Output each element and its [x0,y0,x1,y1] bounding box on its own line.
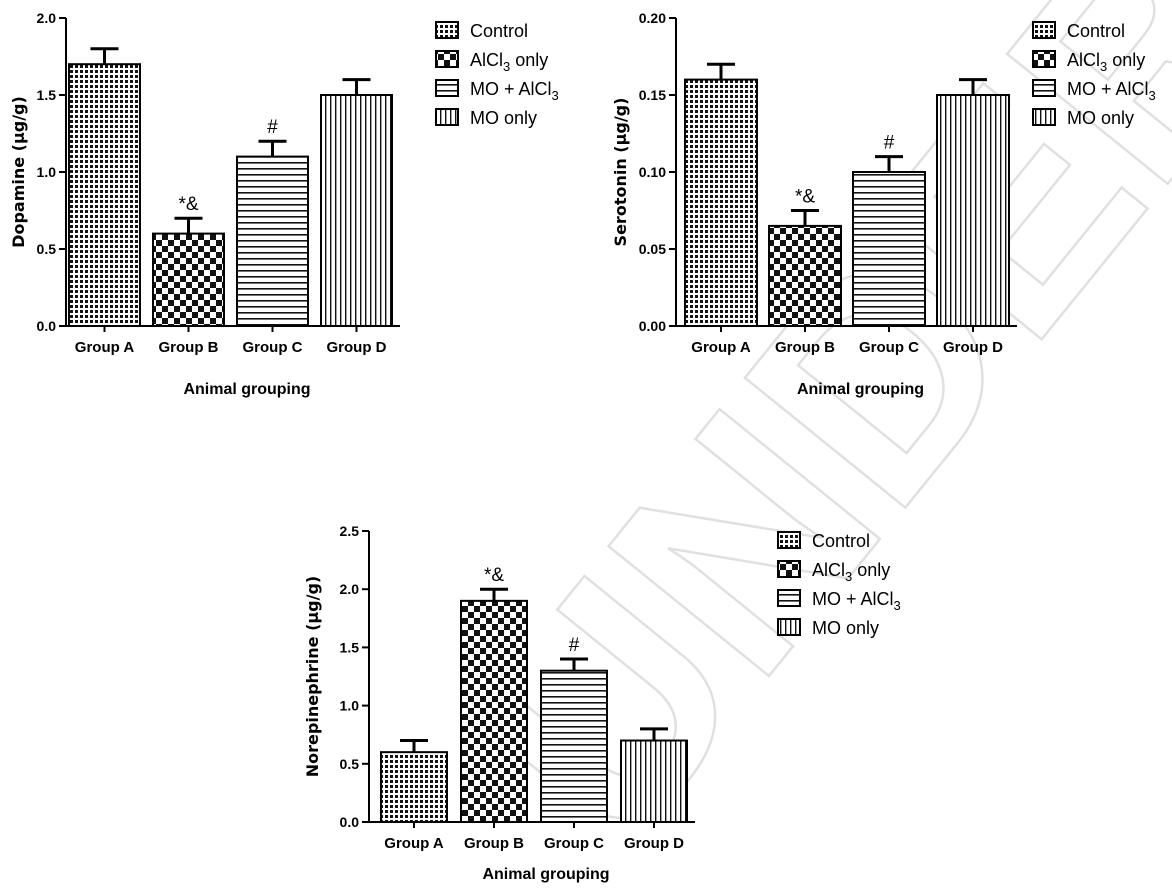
x-axis-label: Animal grouping [482,866,609,883]
x-tick-label: Group A [75,339,135,356]
x-axis-label: Animal grouping [797,381,924,398]
y-tick-label: 2.0 [37,10,57,26]
x-tick-label: Group C [544,835,604,852]
significance-annotation: # [267,117,278,138]
bar [684,78,758,327]
legend-swatch [777,531,801,549]
legend-swatch [777,560,801,578]
y-tick-label: 0.5 [37,241,57,257]
y-tick-label: 1.5 [340,639,360,655]
y-tick-label: 1.5 [37,87,57,103]
x-tick-label: Group D [624,835,684,852]
x-tick-label: Group C [243,339,303,356]
x-tick-label: Group B [159,339,219,356]
x-axis-label: Animal grouping [183,381,310,398]
bar [380,751,448,823]
y-tick-label: 0.5 [340,756,360,772]
legend-swatch [1032,79,1056,97]
y-tick-label: 0.20 [639,10,666,26]
bar [620,739,688,824]
chart-serotonin: 0.00 0.05 0.10 0.15 0.20 Serotonin (µg/g) Grou… [611,10,1156,398]
y-tick-label: 1.0 [340,698,360,714]
legend-label: MO + AlCl3 [470,79,559,103]
bar [768,224,842,327]
bar [936,94,1010,327]
bar [540,669,608,823]
bar [68,63,141,327]
legend-swatch [777,589,801,607]
y-tick-label: 0.10 [639,164,666,180]
significance-annotation: # [569,635,580,656]
y-tick-label: 2.5 [340,523,360,539]
significance-annotation: # [884,133,895,154]
chart-norepinephrine: 0.0 0.5 1.0 1.5 2.0 2.5 Norepinephrine (µg/g) G… [303,523,901,883]
legend-swatch [435,21,459,39]
y-axis-label: Serotonin (µg/g) [611,98,630,247]
legend-label: MO + AlCl3 [812,589,901,613]
legend-swatch [1032,108,1056,126]
legend-label: AlCl3 only [470,50,548,74]
legend-swatch [1032,21,1056,39]
x-tick-label: Group B [464,835,524,852]
chart-dopamine: 0.0 0.5 1.0 1.5 2.0 Dopamine (µg/g) Group A *& G… [9,10,559,398]
bar [152,232,225,328]
significance-annotation: *& [484,565,504,586]
legend-label: MO only [470,108,537,128]
legend-swatch [435,79,459,97]
y-tick-label: 0.05 [639,241,666,257]
x-tick-label: Group D [327,339,387,356]
bar [236,155,309,327]
legend-swatch [435,108,459,126]
legend: Control AlCl3 only MO + AlCl3 MO only [777,531,901,638]
legend-label: AlCl3 only [812,560,890,584]
legend-label: MO only [1067,108,1134,128]
y-tick-label: 0.0 [340,814,360,830]
legend-label: Control [470,21,528,41]
bar [320,94,393,327]
x-tick-label: Group B [775,339,835,356]
legend-label: MO only [812,618,879,638]
y-axis-label: Norepinephrine (µg/g) [303,576,322,777]
legend-label: MO + AlCl3 [1067,79,1156,103]
y-tick-label: 0.0 [37,318,57,334]
legend: Control AlCl3 only MO + AlCl3 MO only [1032,21,1156,128]
significance-annotation: *& [178,194,198,215]
bar [852,171,926,327]
legend-label: Control [812,531,870,551]
legend-swatch [1032,50,1056,68]
significance-annotation: *& [795,187,815,208]
y-tick-label: 0.00 [639,318,666,334]
legend-label: Control [1067,21,1125,41]
x-tick-label: Group A [691,339,751,356]
legend-swatch [435,50,459,68]
y-tick-label: 1.0 [37,164,57,180]
legend-label: AlCl3 only [1067,50,1145,74]
y-axis-label: Dopamine (µg/g) [9,96,28,248]
x-tick-label: Group C [859,339,919,356]
y-tick-label: 2.0 [340,581,360,597]
legend-swatch [777,618,801,636]
x-tick-label: Group D [943,339,1003,356]
x-tick-label: Group A [384,835,444,852]
y-tick-label: 0.15 [639,87,666,103]
legend: Control AlCl3 only MO + AlCl3 MO only [435,21,559,128]
bar [460,599,528,824]
